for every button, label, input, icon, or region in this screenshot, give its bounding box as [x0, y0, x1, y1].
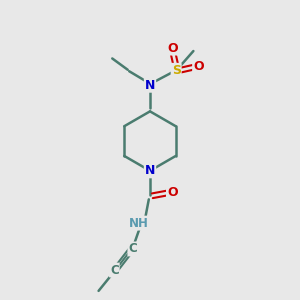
Text: S: S	[172, 64, 181, 77]
Text: N: N	[145, 79, 155, 92]
Text: C: C	[110, 264, 119, 277]
Text: NH: NH	[129, 217, 149, 230]
Text: O: O	[193, 60, 204, 73]
Text: O: O	[167, 186, 178, 199]
Text: O: O	[167, 42, 178, 55]
Text: C: C	[128, 242, 137, 256]
Text: N: N	[145, 164, 155, 177]
